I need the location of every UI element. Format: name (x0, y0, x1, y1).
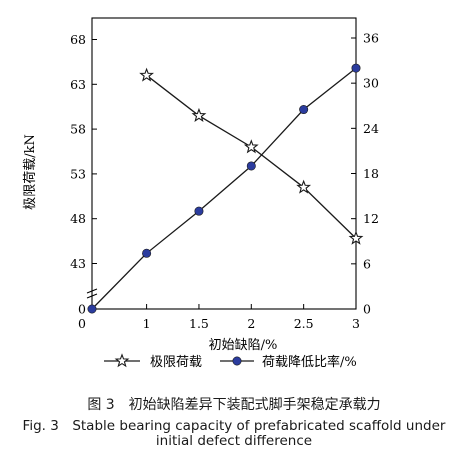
data-point-load (191, 107, 207, 122)
x-axis: 0 1 1.5 2 2.5 3 (78, 304, 360, 331)
right-tick-label: 0 (363, 302, 371, 317)
series-line-load (146, 74, 357, 239)
x-tick-label: 2.5 (294, 316, 314, 331)
right-tick-label: 6 (363, 256, 371, 271)
left-axis: 0 43 48 53 58 63 68 (70, 32, 98, 317)
x-tick-label: 1.5 (189, 316, 209, 331)
plot-frame (91, 17, 357, 310)
data-point-ratio (194, 206, 204, 216)
data-point-load (243, 139, 259, 154)
left-tick-label: 68 (70, 32, 86, 47)
legend-label-ratio: 荷载降低比率/% (262, 354, 357, 370)
x-tick-label: 3 (352, 316, 360, 331)
x-tick-label: 2 (247, 316, 255, 331)
figure-caption-en-line1: Fig. 3 Stable bearing capacity of prefab… (22, 418, 446, 434)
right-axis: 0 6 12 18 24 30 36 (351, 31, 379, 317)
data-point-load (296, 179, 312, 194)
legend: 极限荷载 荷载降低比率/% (104, 353, 357, 370)
plot-border (91, 17, 357, 310)
right-tick-label: 24 (363, 121, 379, 136)
figure-caption-cn: 图 3 初始缺陷差异下装配式脚手架稳定承载力 (87, 397, 381, 413)
legend-label-load: 极限荷载 (150, 355, 202, 370)
left-tick-label: 43 (70, 256, 86, 271)
left-tick-label: 48 (70, 211, 86, 226)
left-tick-label: 63 (70, 77, 86, 92)
x-axis-label: 初始缺陷/% (209, 338, 278, 353)
data-point-load (139, 67, 155, 82)
y-axis-label: 极限荷载/kN (23, 134, 38, 210)
right-tick-label: 18 (363, 166, 379, 181)
figure-caption-en-line2: initial defect difference (155, 433, 313, 449)
series-line-ratio (91, 67, 357, 310)
right-tick-label: 30 (363, 76, 379, 91)
data-point-ratio (351, 63, 361, 73)
data-point-ratio (246, 161, 256, 171)
data-point-ratio (299, 105, 309, 115)
legend-star-marker (114, 353, 130, 368)
data-point-load (348, 230, 364, 245)
right-tick-label: 36 (363, 31, 379, 46)
legend-circle-marker (232, 356, 242, 366)
left-tick-label: 0 (78, 302, 86, 317)
x-tick-label: 1 (143, 316, 151, 331)
series-group (87, 63, 364, 314)
x-tick-label: 0 (78, 316, 86, 331)
left-tick-label: 53 (70, 166, 86, 181)
data-point-ratio (87, 304, 97, 314)
left-tick-label: 58 (70, 122, 86, 137)
left-axis-break (86, 288, 98, 299)
data-point-ratio (142, 248, 152, 258)
right-tick-label: 12 (363, 211, 379, 226)
